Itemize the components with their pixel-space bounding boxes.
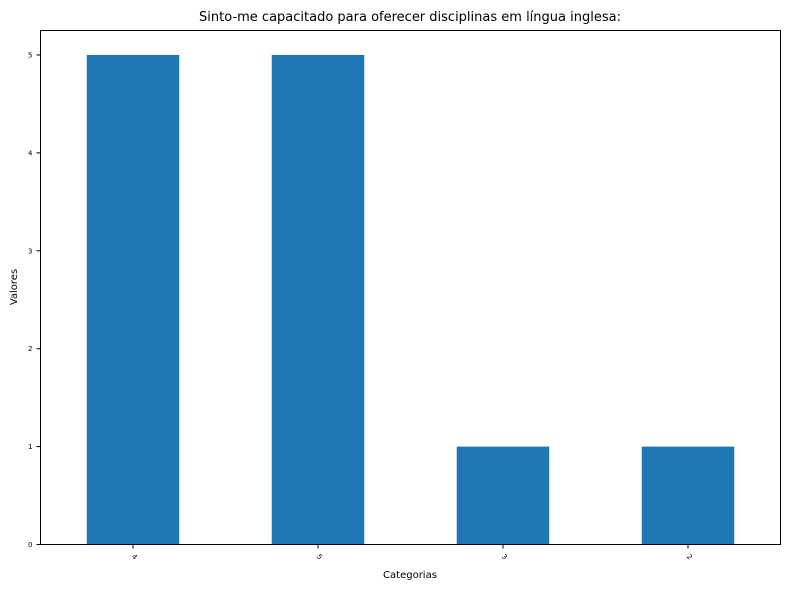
y-axis-label: Valores <box>9 269 20 305</box>
y-tick-label: 4 <box>28 149 33 157</box>
plot-area-frame <box>40 30 781 545</box>
y-tick-label: 0 <box>28 541 32 549</box>
bar-3 <box>456 446 550 545</box>
x-tick-label: 5 <box>315 553 324 562</box>
bar-5 <box>271 54 365 545</box>
bar-4 <box>86 54 180 545</box>
x-axis-label: Categorias <box>383 570 437 581</box>
y-axis: 0 1 2 3 4 5 <box>28 51 41 549</box>
y-tick-label: 2 <box>28 345 32 353</box>
y-tick-label: 3 <box>28 247 32 255</box>
y-tick-label: 1 <box>28 443 32 451</box>
x-tick-label: 4 <box>130 553 139 562</box>
x-tick-label: 3 <box>500 553 509 562</box>
x-axis: 4 5 3 2 <box>130 544 694 562</box>
bar-2 <box>641 446 735 545</box>
chart-title: Sinto-me capacitado para oferecer discip… <box>199 10 621 25</box>
y-tick-label: 5 <box>28 51 32 59</box>
x-tick-label: 2 <box>685 553 694 562</box>
bars-group <box>86 54 735 545</box>
